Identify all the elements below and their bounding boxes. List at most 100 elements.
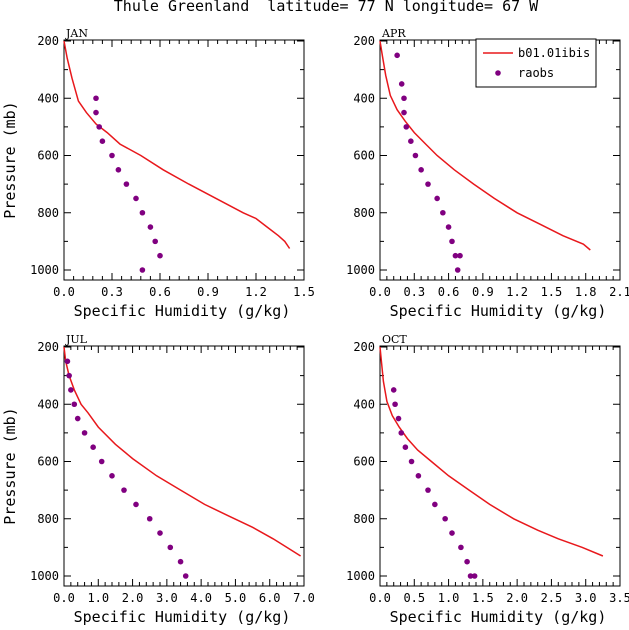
- plot-frame: [63, 39, 305, 281]
- raobs-point: [398, 430, 405, 436]
- raobs-point: [440, 209, 446, 216]
- legend-label-obs: raobs: [518, 66, 554, 80]
- raobs-point: [93, 109, 99, 116]
- y-tick-label: 400: [37, 91, 59, 105]
- raobs-point: [123, 181, 130, 187]
- raobs-point: [90, 444, 96, 450]
- raobs-point: [147, 224, 154, 230]
- raobs-point: [139, 267, 146, 273]
- y-tick-label: 800: [37, 206, 59, 220]
- y-tick-label: 600: [37, 149, 59, 163]
- x-tick-label: 3.0: [575, 591, 597, 605]
- x-tick-label: 1.5: [293, 285, 315, 299]
- x-tick-label: 0.3: [101, 285, 123, 299]
- x-tick-label: 0.9: [472, 285, 494, 299]
- raobs-point: [177, 558, 184, 565]
- raobs-point: [445, 224, 452, 230]
- raobs-point: [146, 515, 153, 522]
- y-tick-label: 1000: [346, 569, 375, 583]
- plot-frame: [379, 345, 621, 587]
- raobs-point: [167, 544, 174, 551]
- raobs-point: [395, 415, 402, 422]
- x-tick-label: 5.0: [225, 591, 247, 605]
- x-tick-label: 1.0: [438, 591, 460, 605]
- x-tick-label: 0.0: [53, 591, 75, 605]
- y-tick-label: 1000: [346, 263, 375, 277]
- raobs-point: [64, 358, 71, 365]
- raobs-point: [157, 530, 163, 536]
- raobs-point: [452, 252, 459, 259]
- raobs-point: [402, 444, 409, 450]
- y-tick-label: 400: [37, 397, 59, 411]
- raobs-point: [471, 573, 478, 579]
- x-tick-label: 2.0: [122, 591, 144, 605]
- raobs-point: [394, 52, 400, 59]
- x-tick-label: 2.1: [609, 285, 629, 299]
- x-tick-label: 0.9: [197, 285, 219, 299]
- y-tick-label: 800: [37, 512, 59, 526]
- raobs-point: [467, 573, 474, 579]
- raobs-point: [412, 152, 419, 159]
- raobs-point: [390, 387, 397, 393]
- x-tick-label: 1.2: [245, 285, 267, 299]
- legend-label-model: b01.01ibis: [518, 46, 590, 60]
- x-tick-label: 2.0: [506, 591, 528, 605]
- raobs-point: [449, 238, 455, 245]
- raobs-point: [415, 473, 422, 479]
- x-tick-label: 0.0: [369, 591, 391, 605]
- raobs-point: [464, 558, 470, 565]
- panel-oct: 200 400 600 800 1000 0.0 0.5 1.0 1.5 2.0 2.5 3.0 3.5…: [346, 333, 629, 626]
- raobs-point: [418, 167, 424, 173]
- raobs-point: [99, 138, 106, 144]
- raobs-point: [401, 95, 407, 102]
- y-tick-label: 800: [353, 206, 375, 220]
- raobs-point: [442, 515, 448, 522]
- x-tick-label: 1.5: [472, 591, 494, 605]
- y-tick-label: 200: [353, 340, 375, 354]
- raobs-point: [392, 401, 398, 408]
- figure-title: Thule Greenland latitude= 77 N longitude…: [114, 0, 539, 15]
- raobs-point: [401, 109, 407, 116]
- x-axis-label: Specific Humidity (g/kg): [74, 302, 291, 320]
- x-tick-label: 3.0: [156, 591, 178, 605]
- y-axis-label: Pressure (mb): [1, 101, 19, 218]
- y-tick-label: 400: [353, 91, 375, 105]
- legend: b01.01ibis raobs: [475, 38, 597, 88]
- raobs-point: [68, 387, 74, 393]
- x-axis-label: Specific Humidity (g/kg): [390, 608, 607, 626]
- x-tick-label: 1.8: [575, 285, 597, 299]
- raobs-point: [458, 544, 464, 551]
- x-tick-label: 0.3: [403, 285, 425, 299]
- x-tick-label: 0.0: [369, 285, 391, 299]
- panel-jul: 200 400 600 800 1000 0.0 1.0 2.0 3.0 4.0 5.0 6.0 7.0…: [1, 333, 315, 626]
- raobs-point: [152, 238, 158, 245]
- y-tick-label: 200: [37, 340, 59, 354]
- x-axis-label: Specific Humidity (g/kg): [390, 302, 607, 320]
- raobs-point: [81, 430, 88, 436]
- raobs-point: [115, 167, 122, 173]
- y-tick-label: 600: [353, 455, 375, 469]
- raobs-point: [408, 458, 415, 465]
- x-tick-label: 1.2: [506, 285, 528, 299]
- panel-jan: 200 400 600 800 1000 0.0 0.3 0.6 0.9 1.2 1.5 JAN Spe…: [1, 27, 315, 320]
- x-tick-label: 1.0: [87, 591, 109, 605]
- y-axis-label: Pressure (mb): [1, 407, 19, 524]
- x-tick-label: 0.6: [438, 285, 460, 299]
- model-line: [379, 346, 604, 557]
- x-tick-label: 7.0: [293, 591, 315, 605]
- panel-label: OCT: [382, 333, 407, 346]
- x-tick-label: 0.0: [53, 285, 75, 299]
- panel-label: APR: [381, 27, 406, 40]
- raobs-point: [74, 415, 81, 422]
- raobs-point: [182, 573, 189, 579]
- plot-frame: [63, 345, 305, 587]
- legend-box: [475, 38, 597, 88]
- x-tick-label: 3.5: [609, 591, 629, 605]
- raobs-point: [96, 124, 102, 130]
- raobs-point: [408, 138, 414, 144]
- y-tick-label: 200: [37, 34, 59, 48]
- y-tick-label: 400: [353, 397, 375, 411]
- raobs-point: [398, 81, 405, 87]
- model-line: [379, 40, 591, 251]
